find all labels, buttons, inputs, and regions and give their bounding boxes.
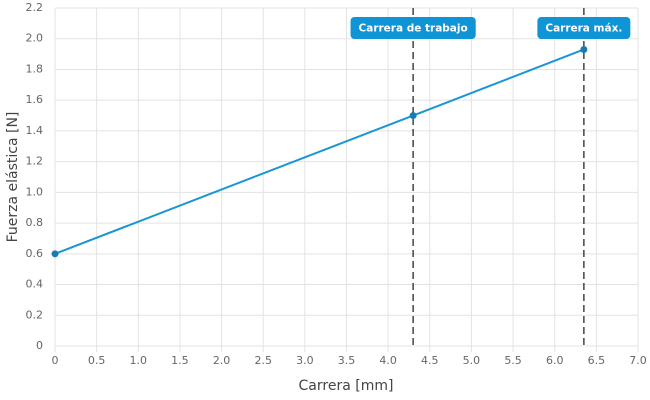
y-tick-label: 0.6	[26, 247, 44, 260]
x-tick-label: 6.5	[588, 354, 606, 367]
y-tick-label: 2.0	[26, 32, 44, 45]
x-tick-label: 2.0	[213, 354, 231, 367]
x-tick-label: 4.0	[379, 354, 397, 367]
x-tick-label: 4.5	[421, 354, 439, 367]
point	[51, 250, 59, 258]
x-tick-label: 6.0	[546, 354, 564, 367]
x-tick-label: 1.5	[171, 354, 189, 367]
y-tick-label: 1.8	[26, 62, 44, 75]
y-tick-label: 1.0	[26, 185, 44, 198]
x-tick-label: 0	[52, 354, 59, 367]
annotation: Carrera máx.	[537, 17, 631, 39]
x-tick-label: 1.0	[130, 354, 148, 367]
y-tick-label: 0	[36, 339, 43, 352]
x-tick-label: 3.5	[338, 354, 356, 367]
x-tick-label: 0.5	[88, 354, 106, 367]
y-tick-label: 1.4	[26, 124, 44, 137]
annotation-box	[350, 17, 476, 39]
x-tick-label: 3.0	[296, 354, 314, 367]
point	[580, 45, 588, 53]
x-tick-label: 2.5	[254, 354, 272, 367]
y-tick-label: 2.2	[26, 1, 44, 14]
annotation-label: Carrera máx.	[545, 23, 622, 35]
annotation-label: Carrera de trabajo	[359, 23, 468, 35]
x-tick-label: 5.0	[463, 354, 481, 367]
annotation-box	[537, 17, 631, 39]
y-tick-label: 0.8	[26, 216, 44, 229]
annotation: Carrera de trabajo	[350, 17, 476, 39]
y-tick-label: 1.6	[26, 93, 44, 106]
point	[409, 112, 417, 120]
x-axis-label: Carrera [mm]	[299, 378, 394, 394]
x-tick-label: 5.5	[504, 354, 522, 367]
y-axis-label: Fuerza elástica [N]	[5, 112, 21, 243]
x-tick-label: 7.0	[629, 354, 647, 367]
y-tick-label: 0.2	[26, 308, 44, 321]
y-tick-label: 1.2	[26, 155, 44, 168]
y-tick-label: 0.4	[26, 278, 44, 291]
